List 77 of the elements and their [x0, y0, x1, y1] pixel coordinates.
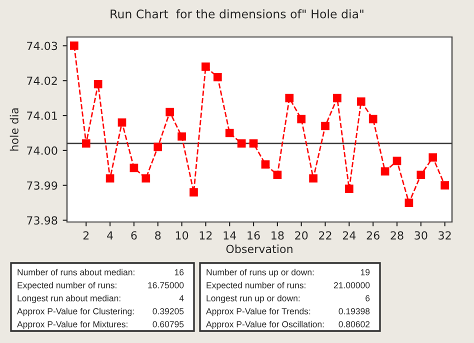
point — [345, 184, 354, 194]
x-tick-label: 14 — [224, 231, 236, 240]
x-tick-label: 8 — [155, 231, 161, 240]
point — [190, 188, 198, 196]
x-tick-label: 10 — [176, 231, 188, 240]
point — [440, 181, 449, 190]
x-tick-label: 16 — [248, 231, 260, 240]
text: Approx P-Value for Oscillation: — [206, 320, 324, 330]
y-tick-label: 74.03 — [27, 42, 58, 50]
x-tick-label: 28 — [390, 231, 404, 240]
point — [202, 62, 210, 71]
text: 4 — [179, 295, 184, 302]
point — [106, 174, 114, 183]
text: 21.00000 — [334, 282, 370, 288]
x-tick-label: 30 — [414, 231, 428, 240]
point — [213, 72, 222, 82]
text: Approx P-Value for Mixtures: — [17, 320, 128, 330]
point — [249, 139, 258, 148]
chart-title: Run Chart for the dimensions of" Hole dia" — [110, 9, 364, 18]
x-tick-label: 26 — [366, 231, 380, 240]
point — [404, 198, 414, 207]
x-tick-label: 24 — [342, 231, 356, 240]
point — [380, 167, 390, 176]
point — [178, 132, 186, 141]
text: Approx P-Value for Trends: — [206, 308, 310, 316]
text: Expected number of runs: — [206, 282, 306, 290]
point — [309, 174, 318, 183]
point — [416, 170, 426, 180]
x-tick-label: 4 — [107, 231, 113, 240]
text: Longest run up or down: — [206, 294, 300, 304]
text: Approx P-Value for Clustering: — [17, 308, 134, 316]
point — [285, 94, 294, 102]
point — [261, 160, 270, 169]
text: 0.19398 — [338, 308, 370, 314]
x-tick-label: 2 — [83, 231, 89, 240]
point — [297, 114, 306, 124]
y-tick-label: 74.01 — [27, 112, 57, 120]
text: Number of runs up or down: — [206, 268, 314, 278]
text: Longest run about median: — [18, 294, 120, 304]
text: 16 — [174, 269, 184, 276]
x-axis-title: Observation — [226, 244, 292, 254]
point — [118, 118, 126, 127]
point — [225, 128, 234, 138]
y-tick-label: 74.00 — [27, 146, 58, 155]
x-tick-label: 18 — [272, 231, 284, 240]
text: Number of runs about median: — [18, 268, 134, 276]
point — [237, 139, 246, 148]
point — [356, 97, 366, 106]
point — [321, 122, 330, 130]
point — [94, 80, 102, 88]
text: 16.75000 — [148, 282, 184, 288]
point — [368, 114, 378, 124]
text: Expected number of runs: — [18, 282, 116, 290]
text: 0.80602 — [338, 321, 370, 328]
y-tick-label: 73.98 — [27, 216, 58, 225]
point — [333, 94, 342, 102]
point — [273, 170, 282, 180]
point — [154, 142, 162, 152]
point — [70, 42, 78, 50]
point — [428, 153, 438, 162]
text: 0.39205 — [152, 308, 184, 314]
text: 0.60795 — [152, 321, 184, 328]
x-tick-label: 12 — [200, 231, 212, 240]
y-tick-label: 73.99 — [27, 181, 58, 190]
point — [142, 174, 150, 183]
point — [392, 156, 402, 166]
text: 6 — [366, 295, 370, 302]
point — [82, 139, 90, 148]
x-tick-label: 22 — [319, 231, 332, 240]
text: 19 — [360, 269, 370, 276]
point — [166, 108, 174, 116]
y-tick-label: 74.02 — [27, 76, 57, 86]
y-axis-title: hole dia — [10, 108, 18, 151]
point — [130, 164, 138, 172]
x-tick-label: 20 — [295, 231, 308, 240]
x-tick-label: 32 — [438, 231, 451, 240]
x-tick-label: 6 — [131, 231, 137, 240]
